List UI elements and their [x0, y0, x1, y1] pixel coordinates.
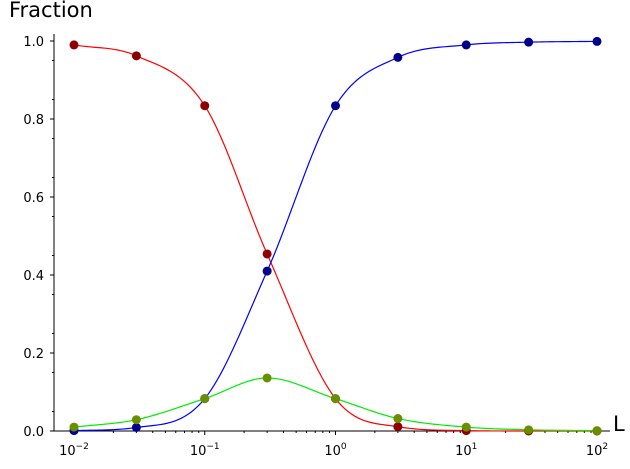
series-1-point — [524, 37, 534, 47]
chart-ticks: 0.0 0.2 0.4 0.6 0.8 1.0 10−2 10−1 100 101 102 — [23, 35, 608, 459]
series-1-point — [461, 40, 471, 50]
x-axis-title: L — [613, 412, 625, 436]
series-1-point — [131, 422, 141, 432]
x-tick-label: 100 — [324, 442, 347, 459]
chart-points — [69, 36, 602, 436]
series-0-point — [393, 422, 403, 432]
y-tick-label: 0.8 — [23, 113, 44, 128]
y-tick-label: 0.6 — [23, 191, 44, 206]
chart-curves — [73, 40, 598, 432]
x-tick-label: 102 — [586, 442, 608, 459]
series-1-point — [331, 101, 340, 111]
series-2-point — [461, 422, 471, 432]
series-2-line — [73, 377, 598, 432]
series-2-point — [200, 394, 210, 404]
series-2-point — [331, 394, 340, 404]
y-tick-label: 0.2 — [23, 347, 44, 362]
series-1-point — [592, 36, 602, 46]
series-1-line — [73, 40, 598, 432]
series-0-point — [131, 51, 141, 61]
series-0-point — [262, 249, 272, 259]
series-2-point — [262, 373, 272, 383]
series-2-point — [131, 415, 141, 425]
series-2-point — [524, 425, 534, 435]
x-tick-label: 10−2 — [59, 442, 89, 459]
series-2-point — [69, 422, 79, 432]
x-tick-label: 101 — [455, 442, 477, 459]
series-0-point — [69, 40, 79, 50]
y-tick-label: 0.0 — [23, 425, 44, 440]
series-1-point — [262, 266, 272, 276]
y-tick-label: 1.0 — [23, 35, 44, 50]
series-1-point — [393, 52, 403, 62]
x-tick-label: 10−1 — [190, 442, 220, 459]
chart-axes — [53, 34, 610, 432]
y-tick-label: 0.4 — [23, 269, 44, 284]
series-0-point — [200, 101, 210, 111]
series-2-point — [592, 426, 602, 436]
y-axis-title: Fraction — [9, 0, 93, 22]
series-2-point — [393, 414, 403, 424]
